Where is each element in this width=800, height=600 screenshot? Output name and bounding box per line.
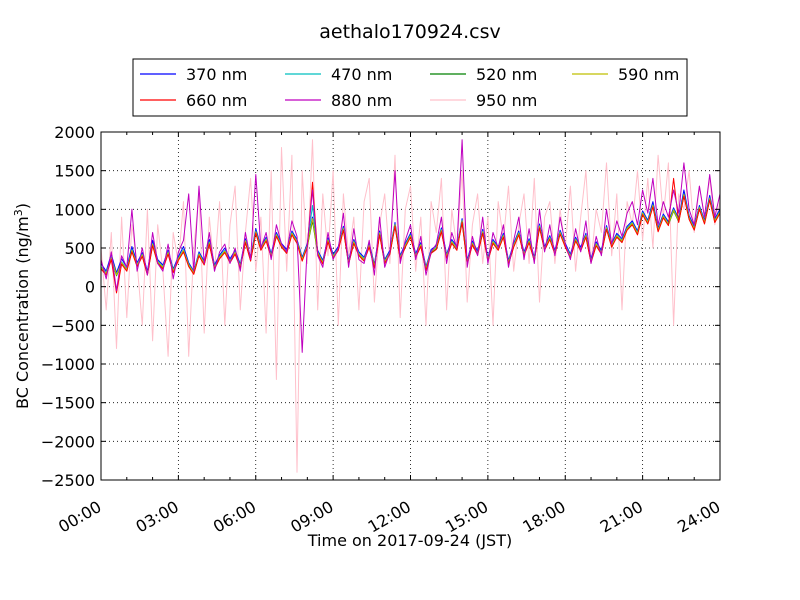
- legend-label: 880 nm: [331, 91, 392, 110]
- legend-frame: [132, 58, 688, 117]
- y-axis-label: BC Concentration (ng/m3): [12, 203, 32, 409]
- y-tick-label: 500: [64, 239, 95, 258]
- legend-label: 660 nm: [186, 91, 247, 110]
- legend-label: 590 nm: [618, 65, 679, 84]
- y-tick-label: −2500: [41, 471, 95, 490]
- y-tick-label: −500: [51, 316, 95, 335]
- x-tick-label: 03:00: [133, 497, 182, 537]
- legend-label: 470 nm: [331, 65, 392, 84]
- x-tick-label: 06:00: [210, 497, 259, 537]
- x-axis-label: Time on 2017-09-24 (JST): [307, 531, 512, 550]
- y-tick-label: 1000: [54, 200, 95, 219]
- ticks: 00:00 03:00 06:00 09:00 12:00 15:00 18:00 21:00…: [41, 123, 724, 537]
- y-tick-label: −1500: [41, 394, 95, 413]
- y-tick-label: −1000: [41, 355, 95, 374]
- x-tick-label: 00:00: [55, 497, 104, 537]
- series-line-660-nm: [100, 177, 721, 294]
- x-tick-label: 18:00: [519, 497, 568, 537]
- series-line-950-nm: [100, 139, 721, 473]
- legend-label: 520 nm: [476, 65, 537, 84]
- legend: 370 nm 470 nm 520 nm 590 nm 660 nm 880 nm 950 …: [132, 58, 688, 117]
- legend-label: 950 nm: [476, 91, 537, 110]
- grid: [101, 132, 720, 480]
- y-tick-label: 1500: [54, 162, 95, 181]
- series-group: [100, 139, 721, 473]
- series-line-880-nm: [100, 139, 721, 353]
- x-tick-label: 21:00: [597, 497, 646, 537]
- y-tick-label: −2000: [41, 432, 95, 451]
- y-tick-label: 2000: [54, 123, 95, 142]
- x-tick-label: 24:00: [674, 497, 723, 537]
- y-tick-label: 0: [85, 278, 95, 297]
- legend-label: 370 nm: [186, 65, 247, 84]
- chart-title: aethalo170924.csv: [319, 21, 501, 43]
